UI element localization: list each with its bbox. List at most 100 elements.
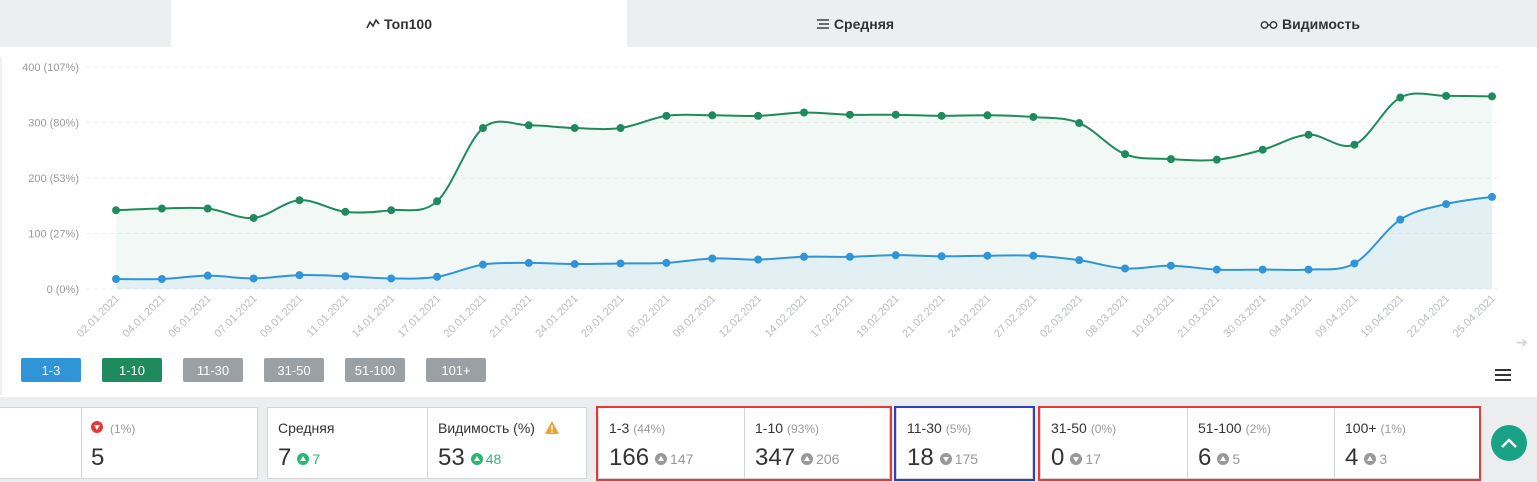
- x-tick-label: 24.02.2021: [946, 293, 993, 340]
- data-point: [891, 110, 900, 119]
- data-point: [570, 124, 579, 133]
- data-point: [800, 252, 808, 261]
- x-tick-label: 09.01.2021: [258, 293, 305, 340]
- tab-label: Топ100: [383, 15, 433, 32]
- stat-delta: 175: [954, 451, 979, 467]
- up-arrow-icon: [1364, 453, 1377, 465]
- x-tick-label: 04.04.2021: [1267, 293, 1314, 340]
- stat-delta: 17: [1085, 451, 1101, 467]
- x-tick-label: 22.04.2021: [1405, 293, 1452, 340]
- tab-visibility[interactable]: Видимость: [1083, 0, 1537, 47]
- data-point: [1029, 112, 1038, 121]
- stat-pct: (1%): [1380, 422, 1406, 436]
- stat-pct: (44%): [633, 422, 666, 436]
- stat-label: Средняя: [278, 420, 335, 436]
- highlight-box-red: [596, 406, 892, 481]
- data-point: [1121, 264, 1130, 273]
- stat-value: 53: [438, 444, 465, 471]
- data-point: [983, 111, 992, 120]
- x-tick-label: 09.04.2021: [1313, 293, 1360, 340]
- data-point: [1396, 93, 1405, 102]
- data-point: [800, 108, 808, 117]
- data-point: [433, 272, 442, 281]
- data-point: [662, 111, 671, 120]
- stat-value: 7: [278, 444, 292, 471]
- legend-button-1-10[interactable]: 1-10: [102, 358, 162, 382]
- stat-label: 1-3: [609, 420, 630, 436]
- stat-delta: 206: [816, 451, 840, 467]
- chevron-up-icon: [1501, 438, 1517, 448]
- stat-delta: 147: [670, 451, 694, 467]
- legend-button-11-30[interactable]: 11-30: [183, 358, 243, 382]
- tab-label: Видимость: [1282, 15, 1360, 32]
- tab-average[interactable]: Средняя: [627, 0, 1083, 47]
- highlight-box-red: [1038, 406, 1481, 481]
- stat-pct: (2%): [1245, 422, 1271, 436]
- up-arrow-icon: [1217, 453, 1230, 465]
- legend-button-31-50[interactable]: 31-50: [264, 358, 324, 382]
- x-tick-label: 05.02.2021: [625, 293, 672, 340]
- y-tick-label: 400 (107%): [22, 62, 79, 74]
- legend-button-1-3[interactable]: 1-3: [21, 358, 81, 382]
- highlight-box-blue: [894, 406, 1035, 481]
- tab-top100[interactable]: Топ100: [171, 0, 627, 47]
- data-point: [249, 274, 258, 283]
- x-tick-label: 27.02.2021: [992, 293, 1039, 340]
- up-arrow-icon: [470, 453, 483, 465]
- data-point: [1304, 265, 1313, 274]
- stats-card-groups-c: 31-50 (0%) 0 17 51-100 (2%) 6 5 100+ (1%) 4 3: [1040, 407, 1480, 479]
- x-tick-label: 04.01.2021: [121, 293, 168, 340]
- data-point: [616, 124, 625, 133]
- down-arrow-icon: [1070, 453, 1083, 465]
- legend-button-51-100[interactable]: 51-100: [345, 358, 405, 382]
- stat-delta: 7: [312, 451, 321, 467]
- x-tick-label: 10.03.2021: [1130, 293, 1177, 340]
- chart-menu-icon[interactable]: [1495, 369, 1511, 383]
- up-arrow-icon: [801, 453, 814, 465]
- data-point: [1212, 155, 1221, 164]
- data-point: [1212, 265, 1221, 274]
- line-chart: 0 (0%) 100 (27%) 200 (53%) 300 (80%) 400 (10…: [0, 57, 1528, 395]
- data-point: [845, 110, 854, 119]
- down-arrow-icon: [939, 453, 952, 465]
- up-arrow-icon: [297, 453, 310, 465]
- down-arrow-icon: [91, 421, 103, 433]
- x-tick-label: 25.04.2021: [1451, 293, 1498, 340]
- data-point: [1258, 265, 1267, 274]
- stat-value: 6: [1198, 444, 1212, 471]
- data-point: [616, 259, 625, 268]
- data-point: [341, 272, 350, 281]
- x-tick-label: 24.01.2021: [533, 293, 580, 340]
- positions-chart: 0 (0%) 100 (27%) 200 (53%) 300 (80%) 400 (10…: [0, 47, 1537, 395]
- data-point: [1350, 259, 1359, 268]
- stat-pct: (1%): [110, 422, 136, 436]
- data-point: [341, 207, 350, 216]
- stat-pct: (93%): [787, 422, 820, 436]
- x-tick-label: 20.01.2021: [442, 293, 489, 340]
- data-point: [1350, 140, 1359, 149]
- y-tick-label: 100 (27%): [28, 229, 79, 241]
- data-point: [1075, 119, 1084, 128]
- x-tick-label: 19.02.2021: [854, 293, 901, 340]
- data-point: [524, 258, 533, 267]
- scroll-top-button[interactable]: [1491, 425, 1527, 461]
- stat-value: 347: [755, 444, 796, 471]
- data-point: [1121, 150, 1130, 159]
- stat-label: 1-10: [755, 420, 784, 436]
- stat-pct: (0%): [1090, 422, 1117, 436]
- stat-value: 5: [91, 444, 105, 471]
- x-tick-label: 30.03.2021: [1221, 293, 1268, 340]
- data-point: [1258, 145, 1267, 154]
- data-point: [1166, 155, 1175, 164]
- legend-button-101[interactable]: 101+: [426, 358, 486, 382]
- y-tick-label: 0 (0%): [47, 284, 79, 296]
- tab-bar: Топ100 Средняя Видимость: [0, 0, 1537, 47]
- data-point: [524, 121, 533, 130]
- data-point: [937, 111, 946, 120]
- x-tick-label: 06.01.2021: [166, 293, 213, 340]
- data-point: [708, 111, 717, 120]
- stat-value: 4: [1345, 444, 1359, 471]
- warning-icon[interactable]: [544, 421, 559, 434]
- x-tick-label: 08.03.2021: [1084, 293, 1131, 340]
- data-point: [112, 206, 120, 215]
